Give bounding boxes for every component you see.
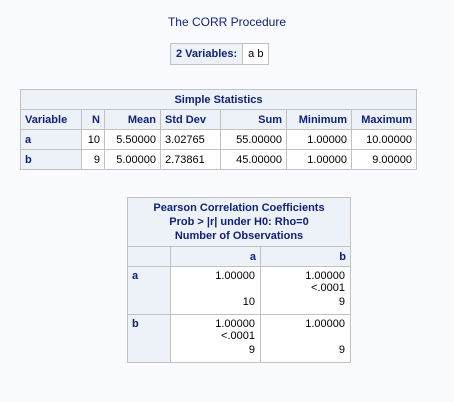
pearson-caption-line: Pearson Correlation Coefficients xyxy=(153,202,325,214)
col-header-sum: Sum xyxy=(220,109,287,130)
col-header-maximum: Maximum xyxy=(351,109,417,130)
probability-value: <.0001 xyxy=(311,282,345,294)
cell-maximum: 10.00000 xyxy=(351,129,417,150)
correlation-coefficient: 1.00000 xyxy=(305,318,345,330)
pearson-caption-line: Prob > |r| under H0: Rho=0 xyxy=(169,216,309,228)
cell-std-dev: 2.73861 xyxy=(160,149,221,170)
table-row: a 10 5.50000 3.02765 55.00000 1.00000 10… xyxy=(20,129,417,150)
cell-minimum: 1.00000 xyxy=(286,129,352,150)
pearson-correlation-table: Pearson Correlation Coefficients Prob > … xyxy=(127,197,351,363)
cell-n: 10 xyxy=(81,129,105,150)
simple-statistics-table: Simple Statistics Variable N Mean Std De… xyxy=(20,89,417,170)
correlation-cell: 1.00000 9 xyxy=(260,314,351,363)
variables-table: 2 Variables: a b xyxy=(169,43,270,65)
col-header-n: N xyxy=(81,109,105,130)
cell-minimum: 1.00000 xyxy=(286,149,352,170)
correlation-cell: 1.00000 10 xyxy=(170,266,261,315)
row-header-variable: b xyxy=(20,149,82,170)
pearson-caption-line: Number of Observations xyxy=(174,230,304,242)
observation-count: 9 xyxy=(338,296,345,308)
col-header-a: a xyxy=(170,246,261,267)
table-row: b 1.00000 <.0001 9 1.00000 9 xyxy=(127,314,351,363)
corner-header xyxy=(127,246,171,267)
col-header-mean: Mean xyxy=(104,109,161,130)
correlation-cell: 1.00000 <.0001 9 xyxy=(170,314,261,363)
variables-value: a b xyxy=(242,43,270,65)
simple-statistics-caption: Simple Statistics xyxy=(20,89,417,110)
cell-mean: 5.50000 xyxy=(104,129,161,150)
col-header-std-dev: Std Dev xyxy=(160,109,221,130)
cell-sum: 55.00000 xyxy=(220,129,287,150)
row-header-b: b xyxy=(127,314,171,363)
cell-std-dev: 3.02765 xyxy=(160,129,221,150)
col-header-variable: Variable xyxy=(20,109,82,130)
observation-count: 9 xyxy=(248,344,255,356)
row-header-a: a xyxy=(127,266,171,315)
pearson-caption: Pearson Correlation Coefficients Prob > … xyxy=(127,197,351,247)
cell-mean: 5.00000 xyxy=(104,149,161,170)
row-header-variable: a xyxy=(20,129,82,150)
col-header-minimum: Minimum xyxy=(286,109,352,130)
table-row: a 1.00000 10 1.00000 <.0001 9 xyxy=(127,266,351,315)
page-title: The CORR Procedure xyxy=(167,15,287,29)
observation-count: 10 xyxy=(242,296,255,308)
correlation-cell: 1.00000 <.0001 9 xyxy=(260,266,351,315)
correlation-coefficient: 1.00000 xyxy=(215,270,255,282)
table-row: b 9 5.00000 2.73861 45.00000 1.00000 9.0… xyxy=(20,149,417,170)
probability-value: <.0001 xyxy=(221,330,255,342)
correlation-coefficient: 1.00000 xyxy=(305,270,345,282)
cell-maximum: 9.00000 xyxy=(351,149,417,170)
col-header-b: b xyxy=(260,246,351,267)
cell-n: 9 xyxy=(81,149,105,170)
cell-sum: 45.00000 xyxy=(220,149,287,170)
observation-count: 9 xyxy=(338,344,345,356)
variables-label: 2 Variables: xyxy=(169,43,244,65)
correlation-coefficient: 1.00000 xyxy=(215,318,255,330)
